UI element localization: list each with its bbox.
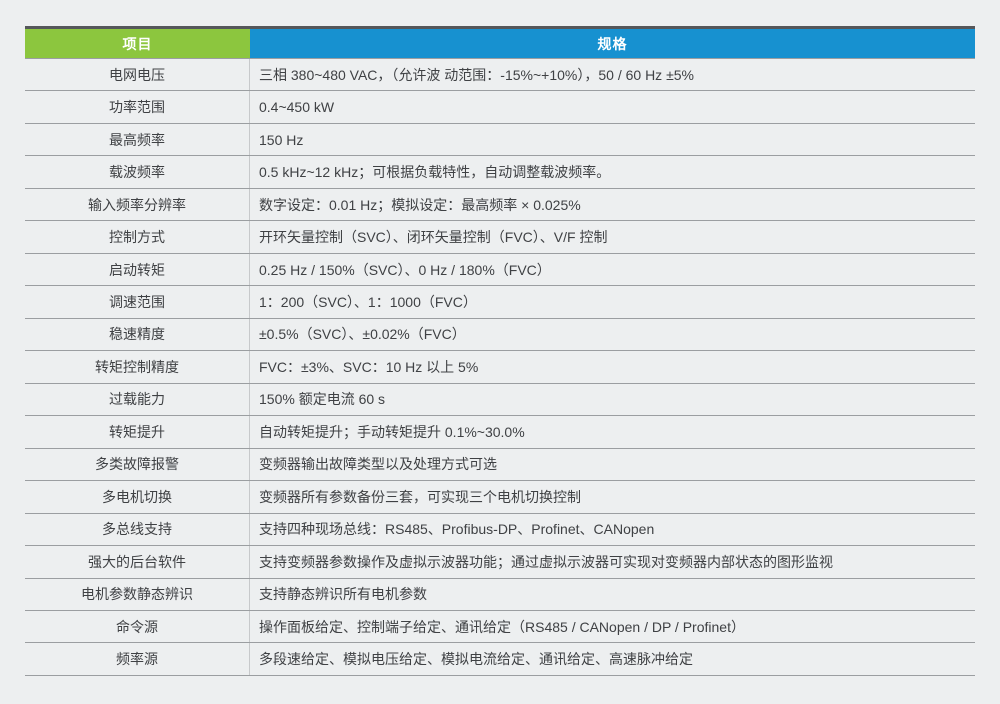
item-cell: 输入频率分辨率 xyxy=(25,188,250,221)
spec-cell: ±0.5%（SVC）、±0.02%（FVC） xyxy=(259,326,466,343)
spec-cell: 支持静态辨识所有电机参数 xyxy=(259,586,427,603)
table-row: 最高频率 150 Hz xyxy=(25,123,975,157)
table-top-border xyxy=(25,26,975,29)
spec-cell: 0.5 kHz~12 kHz；可根据负载特性，自动调整载波频率。 xyxy=(259,164,611,181)
header-spec-column: 规格 xyxy=(250,29,975,58)
table-row: 控制方式 开环矢量控制（SVC）、闭环矢量控制（FVC）、V/F 控制 xyxy=(25,221,975,254)
spec-table: 项目 规格 电网电压 三相 380~480 VAC，（允许波 动范围：-15%~… xyxy=(25,26,975,676)
table-row: 启动转矩 0.25 Hz / 150%（SVC）、0 Hz / 180%（FVC… xyxy=(25,253,975,287)
spec-cell: 支持四种现场总线：RS485、Profibus-DP、Profinet、CANo… xyxy=(259,521,655,538)
item-cell: 功率范围 xyxy=(25,91,250,123)
table-row: 稳速精度 ±0.5%（SVC）、±0.02%（FVC） xyxy=(25,318,975,352)
spec-cell: 0.4~450 kW xyxy=(259,99,335,116)
item-cell: 最高频率 xyxy=(25,123,250,156)
table-row: 多类故障报警 变频器输出故障类型以及处理方式可选 xyxy=(25,448,975,482)
item-cell: 过载能力 xyxy=(25,383,250,416)
table-body: 电网电压 三相 380~480 VAC，（允许波 动范围：-15%~+10%），… xyxy=(25,58,975,676)
spec-cell: 自动转矩提升；手动转矩提升 0.1%~30.0% xyxy=(259,423,525,440)
item-cell: 多总线支持 xyxy=(25,513,250,546)
table-row: 载波频率 0.5 kHz~12 kHz；可根据负载特性，自动调整载波频率。 xyxy=(25,156,975,189)
spec-cell: 1：200（SVC）、1：1000（FVC） xyxy=(259,294,477,311)
item-cell: 转矩控制精度 xyxy=(25,351,250,383)
item-cell: 稳速精度 xyxy=(25,318,250,351)
spec-cell: 变频器所有参数备份三套，可实现三个电机切换控制 xyxy=(259,488,581,505)
spec-cell: 开环矢量控制（SVC）、闭环矢量控制（FVC）、V/F 控制 xyxy=(259,229,608,246)
spec-cell: 数字设定：0.01 Hz；模拟设定：最高频率 × 0.025% xyxy=(259,196,581,213)
item-cell: 载波频率 xyxy=(25,156,250,188)
table-row: 功率范围 0.4~450 kW xyxy=(25,91,975,124)
spec-cell: 150% 额定电流 60 s xyxy=(259,391,386,408)
table-row: 电机参数静态辨识 支持静态辨识所有电机参数 xyxy=(25,578,975,611)
table-row: 调速范围 1：200（SVC）、1：1000（FVC） xyxy=(25,286,975,319)
item-cell: 强大的后台软件 xyxy=(25,546,250,578)
spec-cell: 0.25 Hz / 150%（SVC）、0 Hz / 180%（FVC） xyxy=(259,261,551,278)
item-cell: 命令源 xyxy=(25,610,250,643)
table-row: 多电机切换 变频器所有参数备份三套，可实现三个电机切换控制 xyxy=(25,481,975,514)
item-cell: 转矩提升 xyxy=(25,416,250,448)
item-cell: 多类故障报警 xyxy=(25,448,250,481)
item-cell: 电机参数静态辨识 xyxy=(25,578,250,610)
spec-cell: 支持变频器参数操作及虚拟示波器功能；通过虚拟示波器可实现对变频器内部状态的图形监… xyxy=(259,553,833,570)
table-row: 转矩控制精度 FVC：±3%、SVC：10 Hz 以上 5% xyxy=(25,351,975,384)
item-cell: 电网电压 xyxy=(25,59,250,91)
table-row: 频率源 多段速给定、模拟电压给定、模拟电流给定、通讯给定、高速脉冲给定 xyxy=(25,643,975,676)
item-cell: 多电机切换 xyxy=(25,481,250,513)
table-row: 过载能力 150% 额定电流 60 s xyxy=(25,383,975,417)
table-row: 转矩提升 自动转矩提升；手动转矩提升 0.1%~30.0% xyxy=(25,416,975,449)
table-row: 命令源 操作面板给定、控制端子给定、通讯给定（RS485 / CANopen /… xyxy=(25,610,975,644)
table-row: 多总线支持 支持四种现场总线：RS485、Profibus-DP、Profine… xyxy=(25,513,975,547)
spec-cell: 变频器输出故障类型以及处理方式可选 xyxy=(259,456,497,473)
spec-cell: 操作面板给定、控制端子给定、通讯给定（RS485 / CANopen / DP … xyxy=(259,618,745,635)
spec-cell: 三相 380~480 VAC，（允许波 动范围：-15%~+10%），50 / … xyxy=(259,66,694,83)
table-row: 电网电压 三相 380~480 VAC，（允许波 动范围：-15%~+10%），… xyxy=(25,59,975,92)
item-cell: 控制方式 xyxy=(25,221,250,253)
header-item-column: 项目 xyxy=(25,29,250,58)
table-header: 项目 规格 xyxy=(25,29,975,58)
spec-cell: FVC：±3%、SVC：10 Hz 以上 5% xyxy=(259,358,479,375)
item-cell: 启动转矩 xyxy=(25,253,250,286)
item-cell: 频率源 xyxy=(25,643,250,675)
spec-cell: 150 Hz xyxy=(259,131,304,148)
spec-cell: 多段速给定、模拟电压给定、模拟电流给定、通讯给定、高速脉冲给定 xyxy=(259,651,693,668)
table-row: 输入频率分辨率 数字设定：0.01 Hz；模拟设定：最高频率 × 0.025% xyxy=(25,188,975,222)
item-cell: 调速范围 xyxy=(25,286,250,318)
table-row: 强大的后台软件 支持变频器参数操作及虚拟示波器功能；通过虚拟示波器可实现对变频器… xyxy=(25,546,975,579)
